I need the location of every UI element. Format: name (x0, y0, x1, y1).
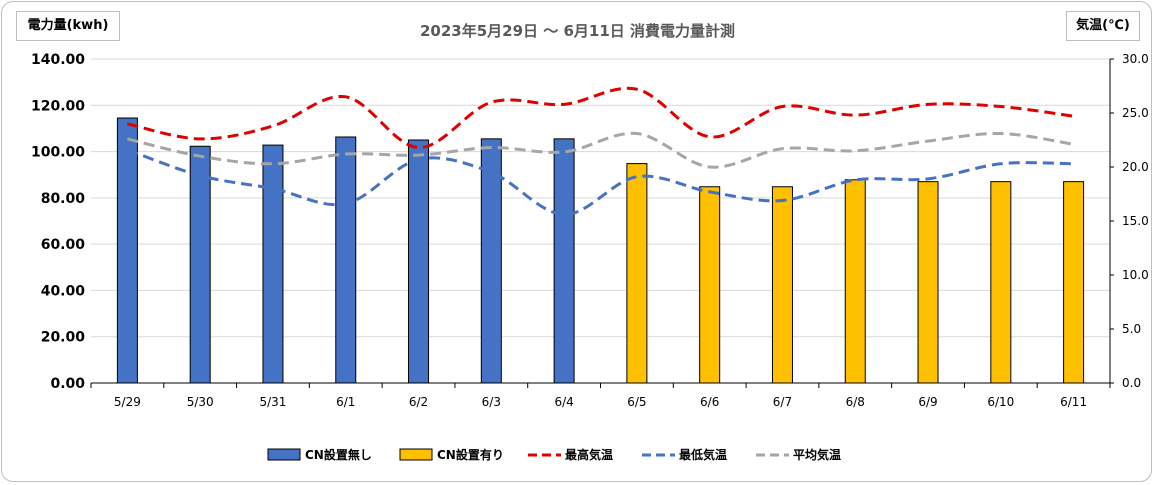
chart-title: 2023年5月29日 ～ 6月11日 消費電力量計測 (419, 22, 736, 40)
y-right-tick-label: 0.0 (1122, 376, 1141, 390)
bar (917, 181, 939, 384)
y-left-tick-label: 40.00 (41, 283, 86, 299)
y-left-tick-label: 20.00 (41, 330, 86, 346)
y-right-tick-label: 15.0 (1122, 214, 1149, 228)
axis-layer: 0.00 20.00 40.00 60.00 80.00 100.00 120.00 140.… (31, 52, 1149, 409)
y-left-tick-label: 80.00 (41, 191, 86, 207)
y-left-tick-label: 140.00 (31, 52, 85, 68)
x-tick-label: 6/11 (1060, 395, 1087, 409)
x-tick-label: 6/1 (336, 395, 355, 409)
x-tick-label: 6/5 (627, 395, 646, 409)
line-layer (126, 86, 1074, 217)
x-tick-label: 6/6 (700, 395, 719, 409)
bar (990, 181, 1012, 384)
bar (116, 117, 138, 384)
bar (553, 138, 575, 384)
bar (335, 136, 357, 384)
y-left-tick-label: 120.00 (31, 98, 85, 114)
y-right-tick-label: 5.0 (1122, 322, 1141, 336)
y-left-tick-label: 100.00 (31, 145, 85, 161)
y-right-tick-label: 20.0 (1122, 160, 1149, 174)
x-tick-label: 6/10 (987, 395, 1014, 409)
y-left-tick-label: 0.00 (50, 376, 85, 392)
x-tick-label: 5/29 (114, 395, 141, 409)
legend-swatch (267, 448, 301, 461)
legend-label: CN設置有り (437, 447, 504, 462)
series-line (127, 131, 1074, 169)
bar (408, 139, 430, 384)
bar (844, 179, 866, 384)
bar (699, 186, 721, 384)
x-tick-label: 6/7 (773, 395, 792, 409)
bar (771, 186, 793, 384)
y-axis-left-label: 電力量(kwh) (16, 11, 120, 41)
series-line (126, 148, 1074, 217)
y-left-tick-label: 60.00 (41, 237, 86, 253)
x-tick-label: 6/9 (918, 395, 937, 409)
bar (262, 144, 284, 384)
legend-swatch (399, 448, 433, 461)
bar (189, 145, 211, 384)
x-tick-label: 6/8 (846, 395, 865, 409)
y-axis-right-label: 気温(℃) (1066, 11, 1140, 41)
bar-layer (116, 117, 1085, 384)
x-tick-label: 6/4 (554, 395, 573, 409)
legend-label: 最高気温 (565, 447, 613, 462)
bar (626, 163, 648, 384)
x-tick-label: 5/31 (259, 395, 286, 409)
legend-label: 平均気温 (793, 447, 841, 462)
legend-label: CN設置無し (305, 447, 372, 462)
legend-label: 最低気温 (679, 447, 727, 462)
y-right-tick-label: 25.0 (1122, 106, 1149, 120)
bar (1063, 181, 1085, 384)
y-right-tick-label: 30.0 (1122, 52, 1149, 66)
x-tick-label: 5/30 (187, 395, 214, 409)
x-tick-label: 6/2 (409, 395, 428, 409)
legend: CN設置無し CN設置有り 最高気温 最低気温 平均気温 (267, 447, 841, 462)
series-line (127, 86, 1074, 150)
y-right-tick-label: 10.0 (1122, 268, 1149, 282)
x-tick-label: 6/3 (482, 395, 501, 409)
